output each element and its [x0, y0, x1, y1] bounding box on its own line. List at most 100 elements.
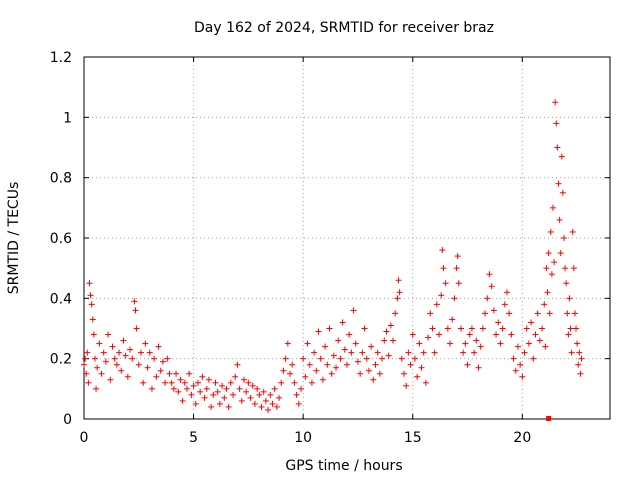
- data-point: [221, 394, 228, 401]
- data-point: [400, 370, 407, 377]
- data-point: [525, 340, 532, 347]
- data-point: [124, 373, 131, 380]
- data-point: [326, 325, 333, 332]
- data-point: [91, 355, 98, 362]
- data-point: [344, 361, 350, 368]
- data-point: [440, 265, 447, 272]
- data-point: [142, 340, 149, 347]
- data-point: [159, 358, 166, 365]
- data-point: [300, 355, 307, 362]
- data-point: [295, 400, 302, 407]
- data-point: [354, 358, 361, 365]
- data-point: [490, 307, 497, 314]
- data-point: [442, 280, 449, 287]
- data-point: [528, 319, 535, 326]
- data-point: [319, 376, 326, 383]
- data-point: [120, 337, 127, 344]
- data-point: [479, 325, 486, 332]
- data-point: [140, 379, 147, 386]
- y-tick-label: 1: [63, 110, 72, 126]
- y-tick-label: 0.2: [50, 352, 72, 368]
- data-point: [438, 292, 445, 299]
- y-tick-label: 1.2: [50, 50, 72, 66]
- data-point: [238, 397, 245, 404]
- data-point: [493, 331, 500, 338]
- data-point: [254, 385, 261, 392]
- data-point: [190, 382, 197, 389]
- data-point: [225, 403, 232, 410]
- y-tick-label: 0.4: [50, 291, 72, 307]
- data-point: [574, 340, 581, 347]
- data-point: [512, 367, 519, 374]
- data-point: [553, 120, 560, 127]
- data-point: [539, 325, 546, 332]
- data-point: [96, 340, 103, 347]
- data-point: [396, 289, 403, 296]
- data-point: [475, 364, 482, 371]
- data-point: [245, 379, 252, 386]
- data-point: [335, 337, 342, 344]
- data-point: [297, 385, 304, 392]
- data-point: [542, 343, 549, 350]
- data-point: [84, 349, 91, 356]
- data-point: [506, 310, 513, 317]
- data-point: [302, 373, 309, 380]
- data-point: [372, 361, 379, 368]
- data-point: [567, 325, 574, 332]
- data-point: [98, 370, 105, 377]
- data-point: [184, 385, 191, 392]
- x-axis-label: GPS time / hours: [285, 458, 402, 474]
- data-point: [151, 355, 158, 362]
- data-point: [122, 352, 129, 359]
- chart-title: Day 162 of 2024, SRMTID for receiver bra…: [194, 20, 494, 36]
- data-point: [555, 180, 562, 187]
- data-point: [93, 385, 100, 392]
- data-point: [385, 352, 392, 359]
- data-point: [422, 379, 429, 386]
- data-point: [273, 403, 280, 410]
- data-point: [256, 391, 263, 398]
- data-point: [451, 295, 458, 302]
- x-tick-label: 5: [189, 430, 198, 446]
- data-point: [361, 325, 368, 332]
- x-tick-label: 20: [513, 430, 531, 446]
- data-point: [146, 349, 153, 356]
- data-point: [482, 310, 489, 317]
- data-point: [348, 349, 355, 356]
- data-point: [186, 370, 193, 377]
- data-point: [311, 349, 318, 356]
- data-point: [425, 334, 432, 341]
- data-point: [194, 379, 201, 386]
- data-point: [454, 253, 461, 260]
- data-point: [557, 250, 564, 257]
- data-point: [107, 376, 114, 383]
- data-point: [188, 391, 195, 398]
- data-point: [573, 325, 580, 332]
- data-point: [521, 349, 528, 356]
- data-points: [81, 99, 585, 421]
- data-point: [403, 382, 410, 389]
- data-point: [568, 349, 575, 356]
- data-point: [315, 328, 322, 335]
- data-point: [333, 364, 340, 371]
- data-point: [328, 370, 335, 377]
- data-point: [536, 337, 543, 344]
- data-point: [578, 355, 585, 362]
- data-point: [563, 280, 570, 287]
- data-point: [236, 385, 243, 392]
- data-point: [497, 340, 504, 347]
- data-point: [534, 310, 541, 317]
- data-point: [346, 331, 353, 338]
- data-point: [201, 394, 208, 401]
- data-point: [517, 361, 524, 368]
- y-tick-label: 0.6: [50, 231, 72, 247]
- data-point: [376, 370, 383, 377]
- data-point: [392, 310, 399, 317]
- data-point: [387, 322, 394, 329]
- data-point: [501, 301, 508, 308]
- data-point: [464, 361, 471, 368]
- data-point: [468, 325, 475, 332]
- data-point: [398, 355, 405, 362]
- data-point: [219, 382, 226, 389]
- data-point: [484, 295, 491, 302]
